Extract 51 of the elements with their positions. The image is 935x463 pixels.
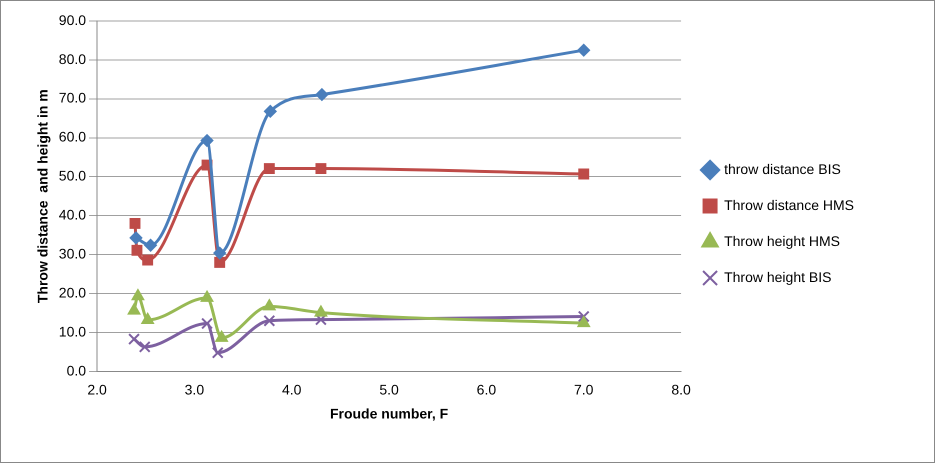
y-tick-label: 50.0 (58, 168, 86, 184)
point (132, 244, 142, 256)
point (264, 104, 277, 118)
y-tick-label: 10.0 (58, 323, 86, 340)
point (144, 238, 158, 252)
x-tick-label: 4.0 (282, 382, 302, 398)
x-tick-label: 5.0 (379, 382, 399, 398)
legend-label: throw distance BIS (724, 160, 841, 177)
x-tick-label: 3.0 (184, 382, 204, 398)
point (578, 310, 590, 322)
point (214, 256, 226, 268)
point (315, 88, 328, 102)
y-tick-label: 70.0 (58, 90, 86, 106)
y-tick-label: 30.0 (58, 245, 86, 262)
point (264, 163, 275, 174)
point (130, 218, 140, 229)
y-tick-label: 60.0 (58, 128, 86, 145)
point (142, 254, 154, 266)
x-tick-label: 7.0 (574, 382, 594, 398)
y-tick-label: 90.0 (58, 12, 86, 28)
x-tick-label: 2.0 (87, 382, 107, 398)
y-tick-label: 40.0 (58, 206, 86, 223)
point (138, 340, 151, 353)
point (131, 288, 144, 300)
point (127, 303, 141, 315)
y-tick-label: 0.0 (66, 362, 86, 378)
x-axis-title: Froude number, F (330, 405, 449, 422)
point (129, 231, 142, 244)
point (201, 318, 213, 330)
point (315, 163, 326, 174)
point (200, 134, 214, 148)
point (314, 305, 328, 317)
legend-label: Throw distance HMS (724, 196, 854, 213)
point (263, 314, 276, 327)
legend-label: Throw height HMS (724, 232, 840, 249)
point (128, 333, 140, 346)
point (262, 298, 276, 310)
point (578, 168, 590, 180)
y-tick-label: 80.0 (58, 50, 86, 67)
point (200, 290, 214, 302)
point (215, 330, 228, 342)
y-axis-title: Throw distance and height in m (34, 89, 50, 304)
point (577, 44, 590, 57)
point (213, 246, 226, 260)
point (212, 346, 224, 359)
point (141, 312, 154, 324)
point (577, 316, 590, 328)
x-tick-label: 8.0 (671, 382, 692, 398)
x-tick-label: 6.0 (476, 382, 496, 398)
legend-label: Throw height BIS (724, 268, 832, 285)
y-tick-label: 20.0 (58, 284, 86, 300)
